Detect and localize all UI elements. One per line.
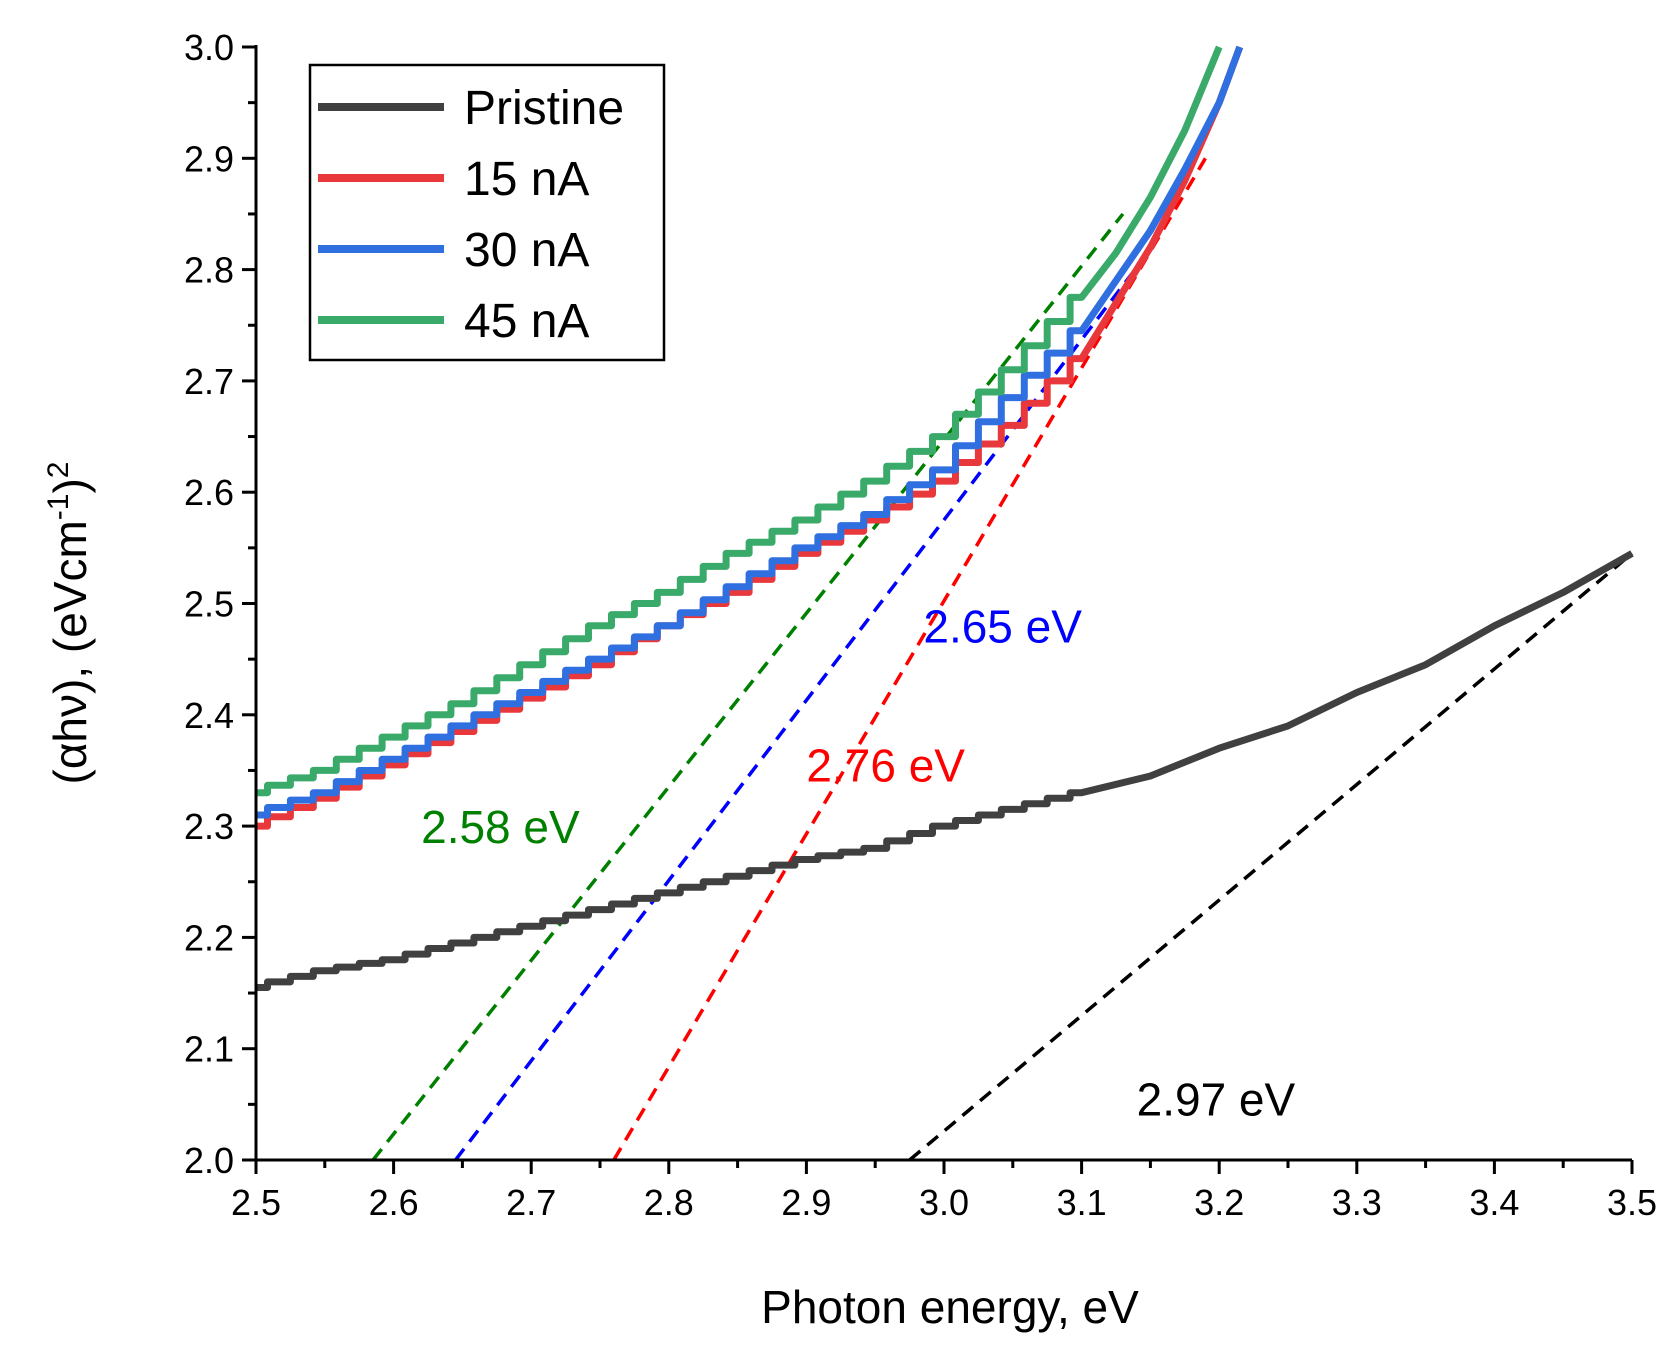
x-tick-label: 3.0 — [919, 1182, 969, 1223]
x-tick-label: 2.6 — [369, 1182, 419, 1223]
y-axis-title-main: (αhν), (eVcm — [44, 520, 96, 784]
y-tick-label: 2.4 — [184, 695, 234, 736]
annotation-label: 2.58 eV — [421, 801, 580, 853]
x-tick-label: 3.5 — [1607, 1182, 1657, 1223]
y-axis-title: (αhν), (eVcm-1)2 — [42, 462, 96, 785]
y-axis-title-sup1: -1 — [42, 494, 75, 521]
y-tick-label: 2.3 — [184, 806, 234, 847]
x-axis-title: Photon energy, eV — [761, 1281, 1139, 1333]
y-axis-title-close: ) — [44, 478, 96, 493]
legend-label: Pristine — [464, 82, 624, 135]
x-tick-label: 2.8 — [644, 1182, 694, 1223]
x-tick-label: 2.9 — [781, 1182, 831, 1223]
fit-line-1 — [612, 157, 1207, 1160]
x-tick-label: 3.2 — [1194, 1182, 1244, 1223]
y-tick-label: 3.0 — [184, 27, 234, 68]
plot-area — [256, 45, 1634, 1160]
y-tick-label: 2.0 — [184, 1140, 234, 1181]
annotation-label: 2.97 eV — [1137, 1073, 1296, 1125]
y-tick-label: 2.9 — [184, 138, 234, 179]
legend-box — [308, 63, 666, 362]
legend-label: 15 nA — [464, 153, 589, 206]
fit-line-2 — [454, 257, 1145, 1160]
x-tick-label: 2.7 — [506, 1182, 556, 1223]
series-line-pristine — [256, 550, 1634, 991]
legend-label: 30 nA — [464, 224, 589, 277]
annotations: 2.58 eV 2.65 eV 2.76 eV 2.97 eV — [421, 600, 1295, 1125]
legend-label: 45 nA — [464, 295, 589, 348]
y-tick-label: 2.7 — [184, 361, 234, 402]
annotation-label: 2.65 eV — [923, 600, 1082, 652]
fit-line-3 — [371, 212, 1125, 1160]
legend: Pristine 15 nA 30 nA 45 nA — [308, 63, 666, 362]
y-tick-label: 2.5 — [184, 584, 234, 625]
annotation-label: 2.76 eV — [806, 740, 965, 792]
y-tick-label: 2.8 — [184, 250, 234, 291]
x-tick-label: 2.5 — [231, 1182, 281, 1223]
series-line-45-na — [256, 45, 1223, 797]
y-tick-label: 2.6 — [184, 472, 234, 513]
x-tick-label: 3.1 — [1057, 1182, 1107, 1223]
y-tick-label: 2.1 — [184, 1029, 234, 1070]
axes: 2.5 2.6 2.7 2.8 2.9 3.0 3.1 3.2 3.3 3.4 3.5 2.0 2.1 2… — [184, 27, 1657, 1223]
y-tick-label: 2.2 — [184, 917, 234, 958]
x-tick-label: 3.3 — [1332, 1182, 1382, 1223]
fit-line-0 — [908, 552, 1634, 1160]
series-line-30-na — [256, 45, 1244, 819]
y-axis-title-sup2: 2 — [42, 462, 75, 479]
axis-titles: Photon energy, eV (αhν), (eVcm-1)2 — [42, 462, 1139, 1333]
x-tick-label: 3.4 — [1469, 1182, 1519, 1223]
